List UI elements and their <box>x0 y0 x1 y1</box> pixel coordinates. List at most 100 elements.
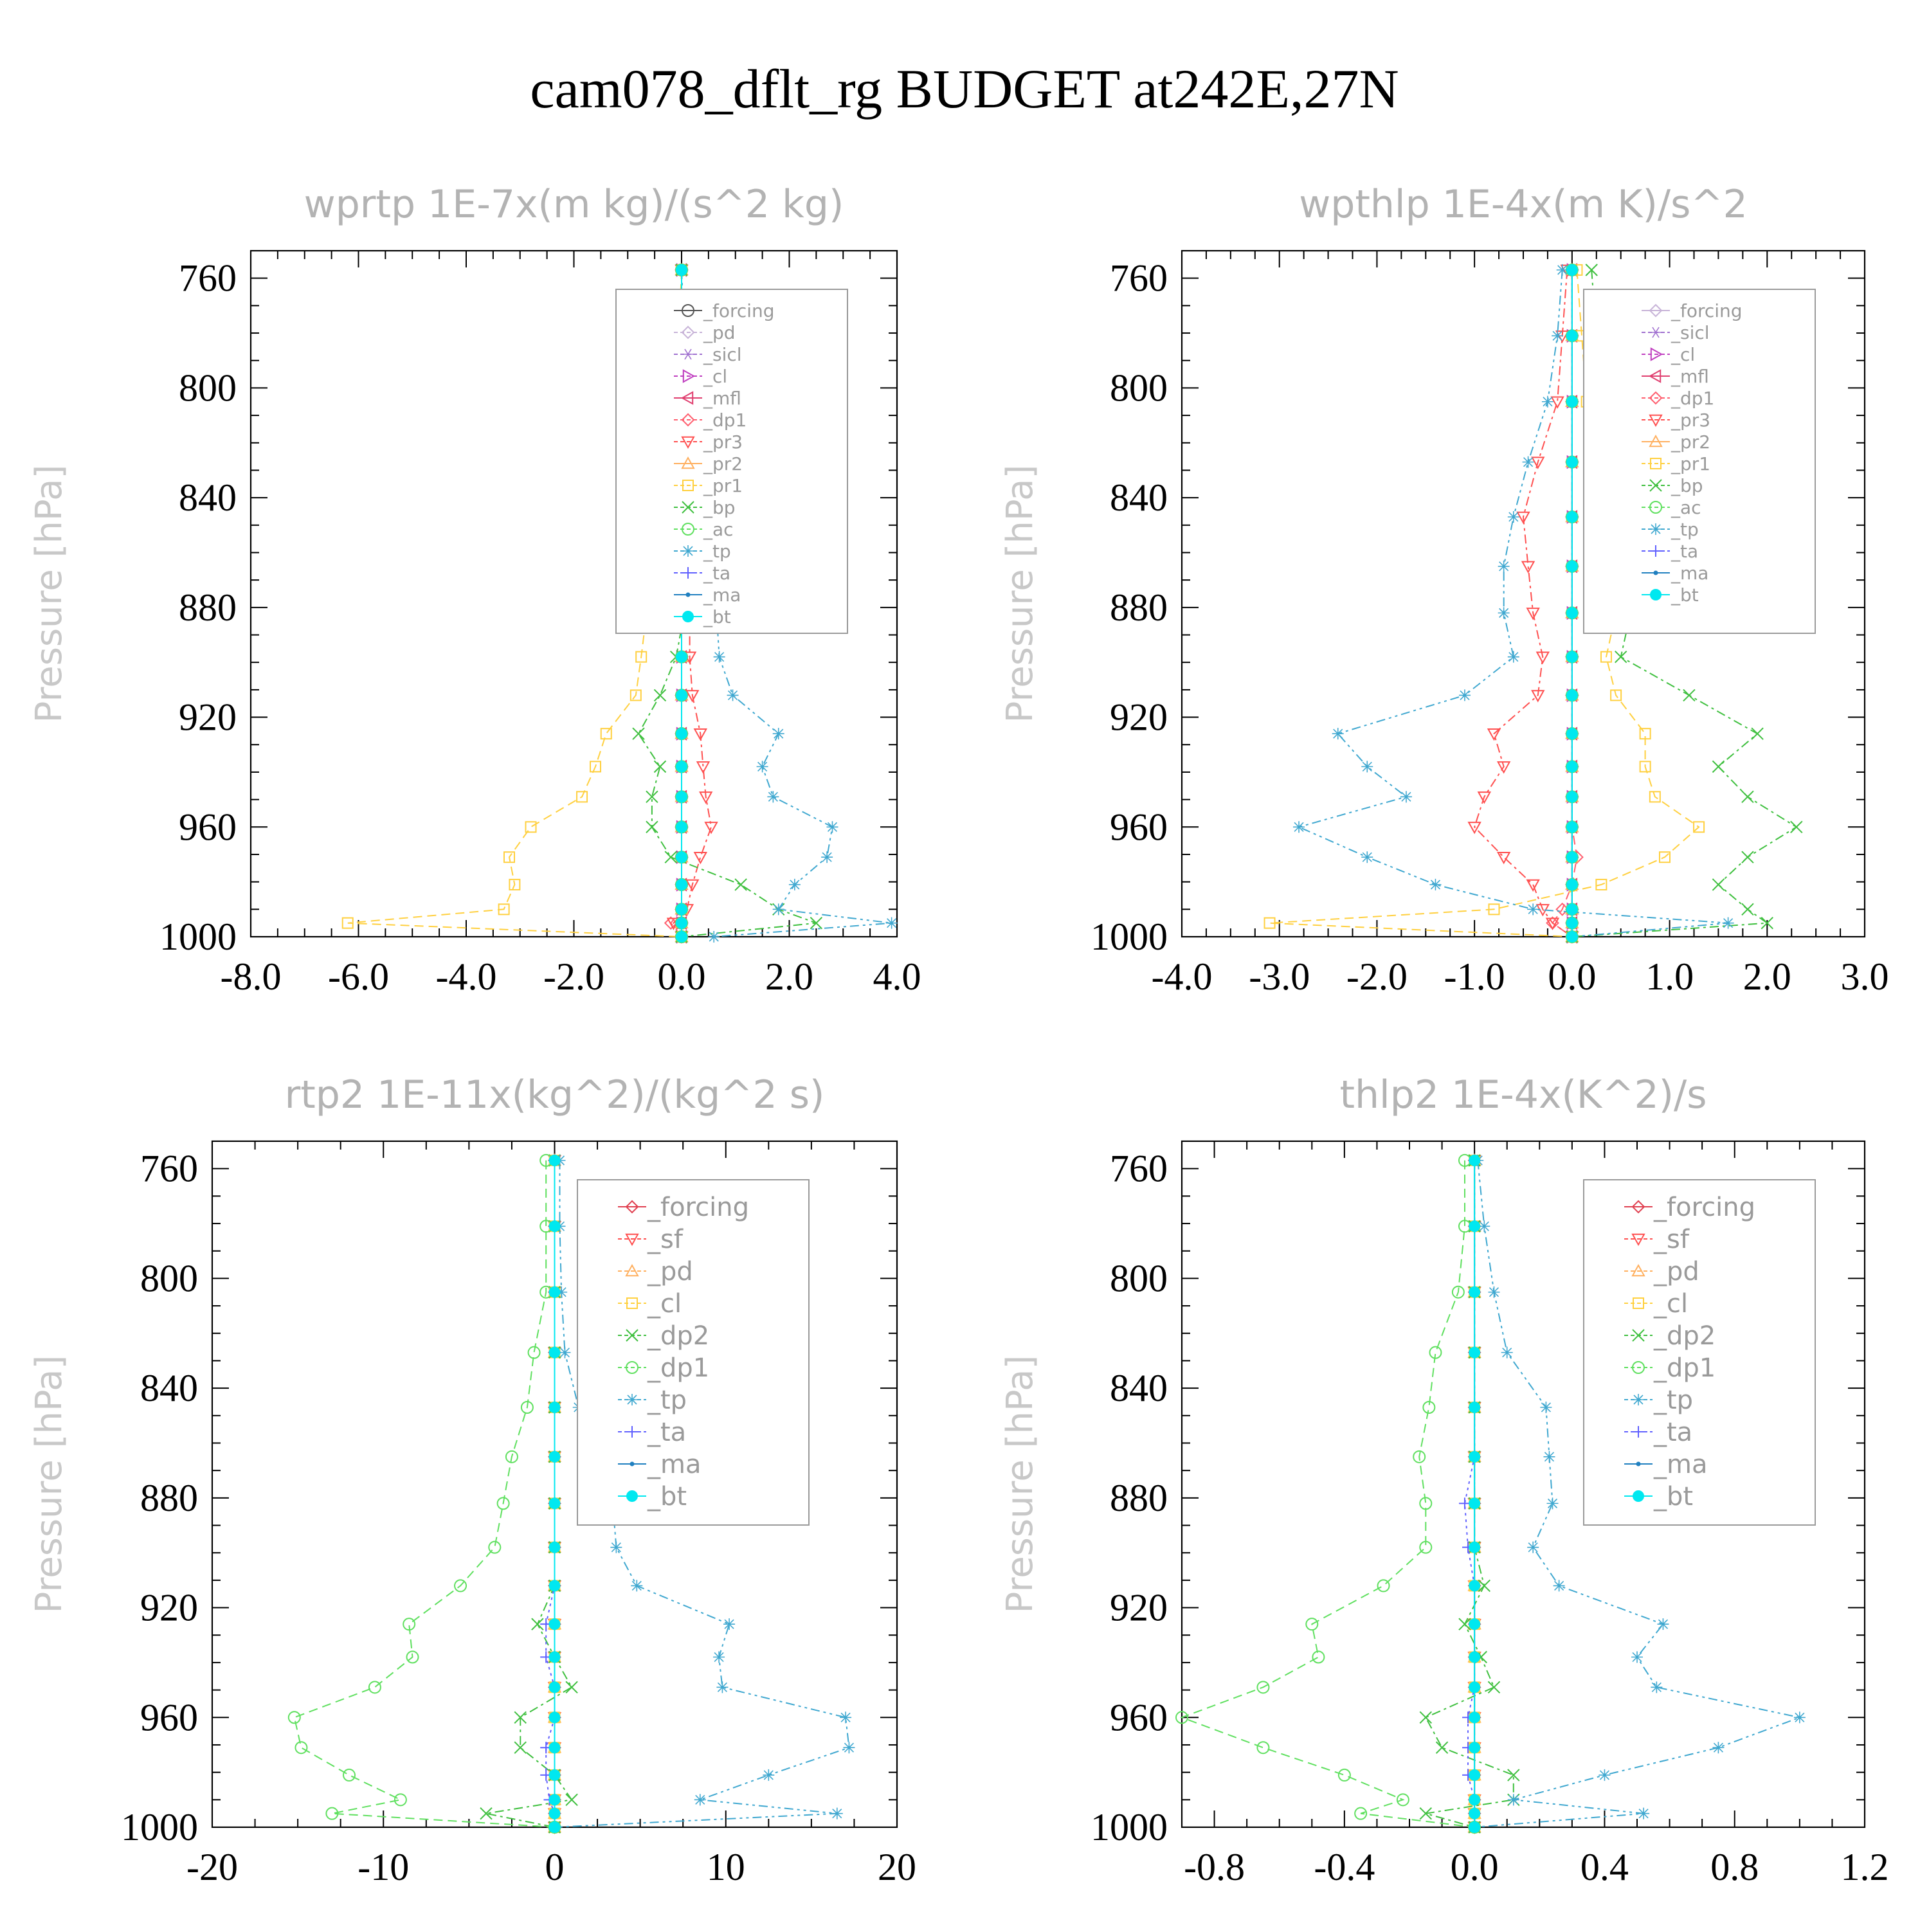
legend-marker <box>680 391 694 405</box>
y-tick-label: 920 <box>1110 1587 1168 1629</box>
data-point <box>653 689 667 702</box>
legend-marker <box>681 413 695 427</box>
series-line <box>1424 1160 1514 1828</box>
data-point <box>1566 728 1578 740</box>
series-line <box>1552 269 1578 937</box>
data-point <box>548 1821 561 1833</box>
data-point <box>1600 651 1612 663</box>
data-point <box>1585 264 1598 276</box>
legend-marker <box>682 480 694 491</box>
data-point <box>1556 264 1568 276</box>
legend: _forcing_sicl_cl_mfl_dp1_pr3_pr2_pr1_bp_… <box>1583 289 1816 634</box>
data-point <box>713 651 725 663</box>
data-point <box>503 851 515 863</box>
data-point <box>676 761 687 773</box>
data-point <box>810 916 823 930</box>
x-tick-label: -3.0 <box>1249 955 1310 998</box>
x-tick-label: -4.0 <box>1152 955 1213 998</box>
x-tick-label: -2.0 <box>1346 955 1408 998</box>
legend-marker <box>1649 391 1663 405</box>
data-point <box>1526 879 1540 892</box>
legend-marker <box>1649 414 1663 428</box>
legend-label: _dp1 <box>1671 388 1714 409</box>
data-point <box>1451 1285 1465 1299</box>
legend-label: _ma <box>647 1450 701 1479</box>
data-point <box>1175 1711 1188 1724</box>
series-line <box>485 1160 573 1828</box>
data-point <box>514 1711 527 1724</box>
data-point <box>1658 851 1671 863</box>
legend-label: _forcing <box>703 300 775 321</box>
data-point <box>565 1681 578 1694</box>
legend-label: _ta <box>1671 541 1698 562</box>
y-tick-label: 1000 <box>1091 1806 1168 1848</box>
data-point <box>1361 851 1373 863</box>
y-tick-label: 1000 <box>159 916 237 958</box>
panel-title: wpthlp 1E-4x(m K)/s^2 <box>1299 182 1748 227</box>
panel-4: 760 800 840 880 920 960 1000 -0.8 -0.4 0.0 0.4 0.8 1… <box>999 1072 1889 1888</box>
data-point <box>1545 917 1560 930</box>
legend-marker <box>682 304 694 317</box>
data-point <box>1422 1400 1436 1414</box>
data-point <box>1595 878 1608 890</box>
data-point <box>1566 607 1578 619</box>
legend-label: _ma <box>1671 563 1708 584</box>
data-point <box>646 790 658 804</box>
data-point <box>548 1651 561 1663</box>
data-point <box>548 1618 561 1630</box>
x-tick-label: 0.0 <box>658 955 706 998</box>
data-point <box>1498 560 1510 572</box>
y-tick-label: 840 <box>179 476 237 519</box>
legend-label: _ta <box>703 563 730 584</box>
data-point <box>772 728 784 740</box>
x-tick-label: 2.0 <box>1743 955 1791 998</box>
y-tick-label: 920 <box>140 1587 198 1629</box>
x-tick-label: 0.8 <box>1710 1846 1759 1888</box>
legend-label: _dp1 <box>703 410 747 431</box>
legend-label: _pr2 <box>703 453 743 474</box>
data-point <box>676 728 687 740</box>
y-tick-label: 760 <box>1110 257 1168 300</box>
data-point <box>1312 1650 1325 1664</box>
legend-marker <box>1649 434 1663 447</box>
data-point <box>646 820 658 833</box>
data-point <box>1531 456 1545 469</box>
data-point <box>1693 821 1705 833</box>
legend-marker <box>1653 570 1658 575</box>
plot-frame <box>1181 1140 1866 1828</box>
legend-label: _forcing <box>647 1193 749 1222</box>
data-point <box>1651 1681 1663 1693</box>
x-tick-label: -1.0 <box>1444 955 1505 998</box>
y-tick-label: 880 <box>1110 1477 1168 1519</box>
legend-marker <box>681 325 695 339</box>
data-point <box>1469 1346 1481 1359</box>
data-point <box>1501 1346 1513 1359</box>
legend-marker <box>682 545 694 557</box>
series-line <box>1269 269 1700 937</box>
x-tick-label: -4.0 <box>436 955 497 998</box>
y-tick-label: 840 <box>1110 476 1168 519</box>
data-point <box>1419 1711 1432 1724</box>
data-point <box>1469 1401 1481 1413</box>
series-line <box>1571 269 1798 937</box>
data-point <box>1790 820 1803 833</box>
legend-label: _ta <box>1653 1418 1692 1447</box>
legend-label: _bt <box>647 1482 687 1512</box>
data-point <box>1469 1580 1481 1592</box>
legend-box <box>577 1179 810 1526</box>
legend-marker <box>1633 1394 1644 1405</box>
data-point <box>1540 1402 1552 1413</box>
data-point <box>1477 791 1492 804</box>
legend: _forcing _sf _pd _cl_dp2_dp1 _tp _ta _ma _bt <box>577 1179 810 1526</box>
data-point <box>1683 689 1696 702</box>
data-point <box>394 1793 407 1807</box>
panel-3: 760 800 840 880 920 960 1000-20 -10 0 10 20 rtp2 1E… <box>28 1072 916 1888</box>
series-dp2 <box>1419 1154 1520 1834</box>
y-tick-label: 920 <box>179 696 237 739</box>
data-point <box>403 1618 416 1631</box>
legend-marker <box>1633 1426 1644 1438</box>
data-point <box>1649 791 1661 803</box>
data-point <box>505 1450 518 1463</box>
series-line <box>1297 269 1728 937</box>
data-point <box>1478 1220 1490 1232</box>
